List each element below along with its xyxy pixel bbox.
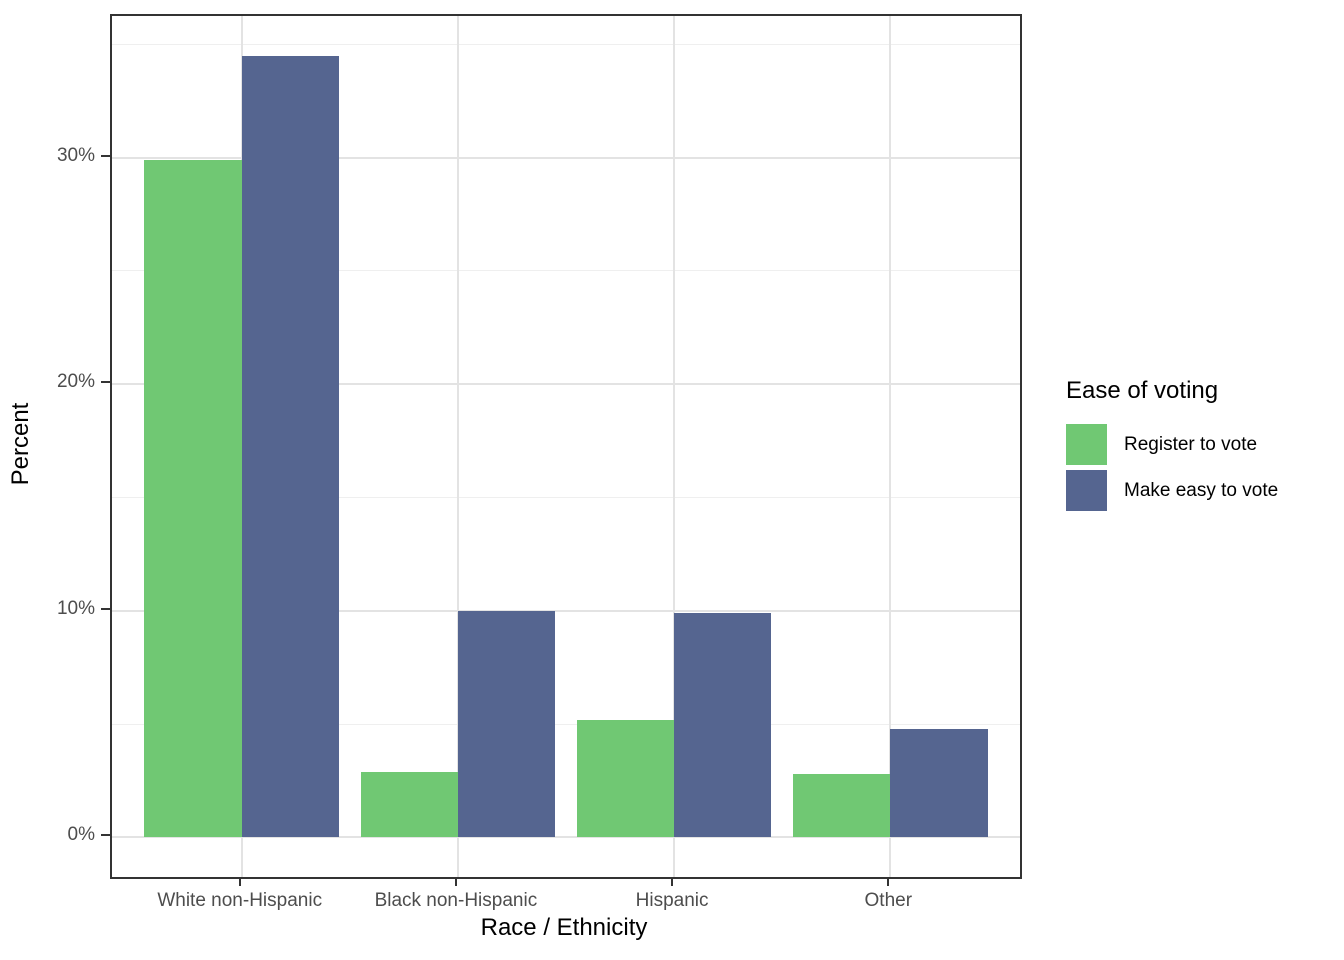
y-tick-30 xyxy=(101,154,110,157)
bar-hispanic-register-to-vote xyxy=(576,719,675,838)
x-tick-black-non-hispanic xyxy=(454,877,457,886)
y-tick-label-20: 20% xyxy=(56,371,95,393)
gridline-minor-35 xyxy=(112,43,1020,45)
gridline-minor-15 xyxy=(112,496,1020,498)
legend-swatch-make-easy-to-vote xyxy=(1066,470,1107,511)
bar-white-non-hispanic-register-to-vote xyxy=(144,159,242,838)
y-tick-0 xyxy=(101,834,110,837)
x-axis-title: Race / Ethnicity xyxy=(480,914,648,941)
x-tick-hispanic xyxy=(671,877,674,886)
legend-items: Register to vote Make easy to vote xyxy=(1066,424,1278,511)
x-tick-label-other: Other xyxy=(864,890,913,911)
y-tick-label-10: 10% xyxy=(56,597,95,619)
gridline-category-hispanic xyxy=(673,16,676,877)
bar-other-make-easy-to-vote xyxy=(890,728,988,838)
x-tick-label-white-non-hispanic: White non-Hispanic xyxy=(157,890,323,911)
x-tick-other xyxy=(887,877,890,886)
bar-white-non-hispanic-make-easy-to-vote xyxy=(241,55,339,838)
gridline-category-black-non-hispanic xyxy=(456,16,459,877)
legend-entry-register-to-vote: Register to vote xyxy=(1066,424,1278,465)
legend-entry-make-easy-to-vote: Make easy to vote xyxy=(1066,470,1278,511)
x-tick-label-black-non-hispanic: Black non-Hispanic xyxy=(374,890,538,911)
legend-label-make-easy-to-vote: Make easy to vote xyxy=(1124,479,1279,501)
plot-panel xyxy=(110,14,1022,879)
gridline-major-0 xyxy=(112,836,1020,839)
gridline-category-other xyxy=(889,16,892,877)
bar-black-non-hispanic-register-to-vote xyxy=(360,771,458,838)
y-tick-label-0: 0% xyxy=(67,824,95,846)
gridline-major-10 xyxy=(112,609,1020,612)
gridline-minor-5 xyxy=(112,723,1020,725)
legend-swatch-register-to-vote xyxy=(1066,424,1107,465)
gridline-minor-25 xyxy=(112,270,1020,272)
x-tick-white-non-hispanic xyxy=(238,877,241,886)
legend: Ease of voting Register to vote Make easy… xyxy=(1066,377,1278,516)
bar-other-register-to-vote xyxy=(793,773,891,838)
legend-title: Ease of voting xyxy=(1066,377,1219,404)
y-tick-10 xyxy=(101,607,110,610)
gridline-major-20 xyxy=(112,383,1020,386)
gridline-major-30 xyxy=(112,156,1020,159)
y-tick-label-30: 30% xyxy=(56,144,95,166)
bar-black-non-hispanic-make-easy-to-vote xyxy=(457,610,556,838)
y-tick-20 xyxy=(101,381,110,384)
bar-hispanic-make-easy-to-vote xyxy=(674,613,772,838)
x-tick-label-hispanic: Hispanic xyxy=(635,890,709,911)
y-axis-title: Percent xyxy=(7,402,34,486)
legend-label-register-to-vote: Register to vote xyxy=(1124,433,1258,455)
